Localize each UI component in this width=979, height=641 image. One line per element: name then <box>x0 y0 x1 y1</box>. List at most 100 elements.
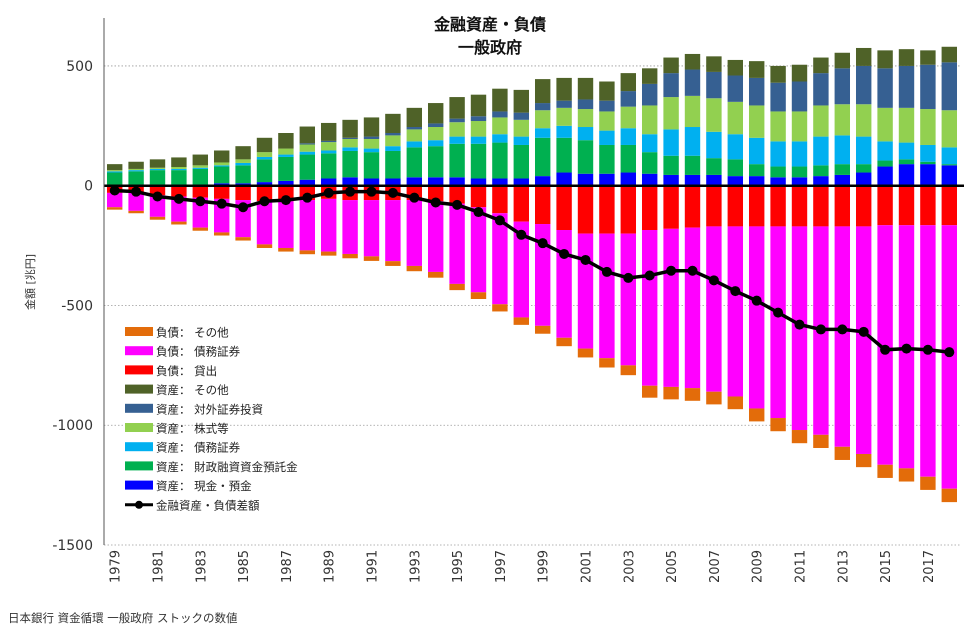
bar-segment <box>941 46 958 63</box>
bar-segment <box>748 226 765 409</box>
bar-segment <box>320 178 337 186</box>
bar-segment <box>449 118 465 123</box>
bar-segment <box>877 68 893 108</box>
bar-segment <box>898 185 915 226</box>
bar-segment <box>534 224 551 326</box>
bar-segment <box>192 165 209 168</box>
bar-segment <box>320 140 337 143</box>
bar-segment <box>534 185 551 225</box>
bar-segment <box>171 167 187 169</box>
bar-segment <box>449 136 465 144</box>
bar-segment <box>577 77 594 100</box>
bar-segment <box>620 365 637 376</box>
bar-segment <box>363 136 380 139</box>
bar-segment <box>513 112 530 120</box>
bar-segment <box>192 197 209 228</box>
bar-segment <box>128 210 144 214</box>
bar-segment <box>791 430 808 444</box>
bar-segment <box>727 185 744 227</box>
bar-segment <box>427 177 444 186</box>
bar-segment <box>877 185 893 226</box>
bar-segment <box>556 137 572 173</box>
bar-segment <box>449 203 465 284</box>
bar-segment <box>299 151 316 155</box>
bar-segment <box>577 127 594 141</box>
bar-segment <box>684 95 701 128</box>
bar-segment <box>256 182 273 186</box>
bar-segment <box>641 152 658 174</box>
bar-segment <box>513 221 530 318</box>
bar-segment <box>385 133 401 136</box>
x-tick-labels: 1979 1981 1983 1985 1987 1989 1991 1993 1995 1997… <box>109 550 937 583</box>
bar-segment <box>706 158 722 175</box>
bar-segment <box>299 143 316 145</box>
x-tick-label: 2001 <box>580 550 595 583</box>
x-tick-label: 2003 <box>622 550 637 583</box>
bar-segment <box>385 113 401 133</box>
bar-segment <box>385 261 401 266</box>
bar-segment <box>342 147 358 151</box>
bar-segment <box>877 166 893 186</box>
net-line-point <box>409 192 420 203</box>
bar-segment <box>577 109 594 128</box>
bar-segment <box>599 111 615 131</box>
bar-segment <box>920 64 936 110</box>
net-line-point <box>452 199 463 210</box>
bar-segment <box>556 100 572 108</box>
x-tick-label: 1983 <box>194 550 209 583</box>
net-line-point <box>601 266 612 277</box>
net-line-point <box>216 198 227 209</box>
bar-segment <box>834 174 851 186</box>
bar-segment <box>128 192 144 211</box>
bar-segment <box>855 65 872 105</box>
bar-segment <box>256 201 273 245</box>
bar-segment <box>920 185 936 226</box>
bar-segment <box>235 165 251 184</box>
bar-segment <box>941 164 958 166</box>
bar-segment <box>213 198 230 233</box>
bar-segment <box>192 227 209 231</box>
bar-segment <box>920 161 936 165</box>
y-tick-label: -500 <box>61 298 93 314</box>
bar-segment <box>706 56 722 72</box>
bar-segment <box>385 135 401 147</box>
bar-segment <box>620 172 637 186</box>
bar-segment <box>855 185 872 227</box>
bar-segment <box>534 110 551 129</box>
bar-segment <box>449 122 465 137</box>
bar-segment <box>363 138 380 149</box>
bar-segment <box>727 396 744 410</box>
bar-segment <box>641 105 658 135</box>
legend-swatch <box>125 365 153 375</box>
bar-segment <box>149 195 166 217</box>
bar-segment <box>149 216 166 220</box>
bar-segment <box>278 247 294 252</box>
bar-segment <box>877 107 893 142</box>
x-tick-label: 1981 <box>152 550 167 583</box>
bar-segment <box>556 337 572 347</box>
bar-segment <box>556 230 572 338</box>
net-line-point <box>195 196 206 207</box>
bar-segment <box>941 147 958 165</box>
legend-label: 資産： 株式等 <box>156 422 229 436</box>
net-line-point <box>387 187 398 198</box>
y-axis-label: 金額 [兆円] <box>23 254 37 310</box>
bar-segment <box>855 136 872 165</box>
bar-segment <box>256 137 273 153</box>
bar-segment <box>534 103 551 111</box>
x-tick-label: 2005 <box>665 550 680 583</box>
bar-segment <box>363 117 380 137</box>
bar-segment <box>599 358 615 368</box>
bar-segment <box>406 265 423 272</box>
net-line-point <box>901 343 912 354</box>
bar-segment <box>171 157 187 168</box>
bar-segment <box>748 105 765 138</box>
bar-segment <box>513 185 530 222</box>
bar-segment <box>663 228 679 387</box>
net-line-point <box>494 215 505 226</box>
bar-segment <box>620 91 637 107</box>
bar-segment <box>470 121 487 137</box>
net-line-point <box>837 324 848 335</box>
y-tick-label: 0 <box>84 179 93 195</box>
